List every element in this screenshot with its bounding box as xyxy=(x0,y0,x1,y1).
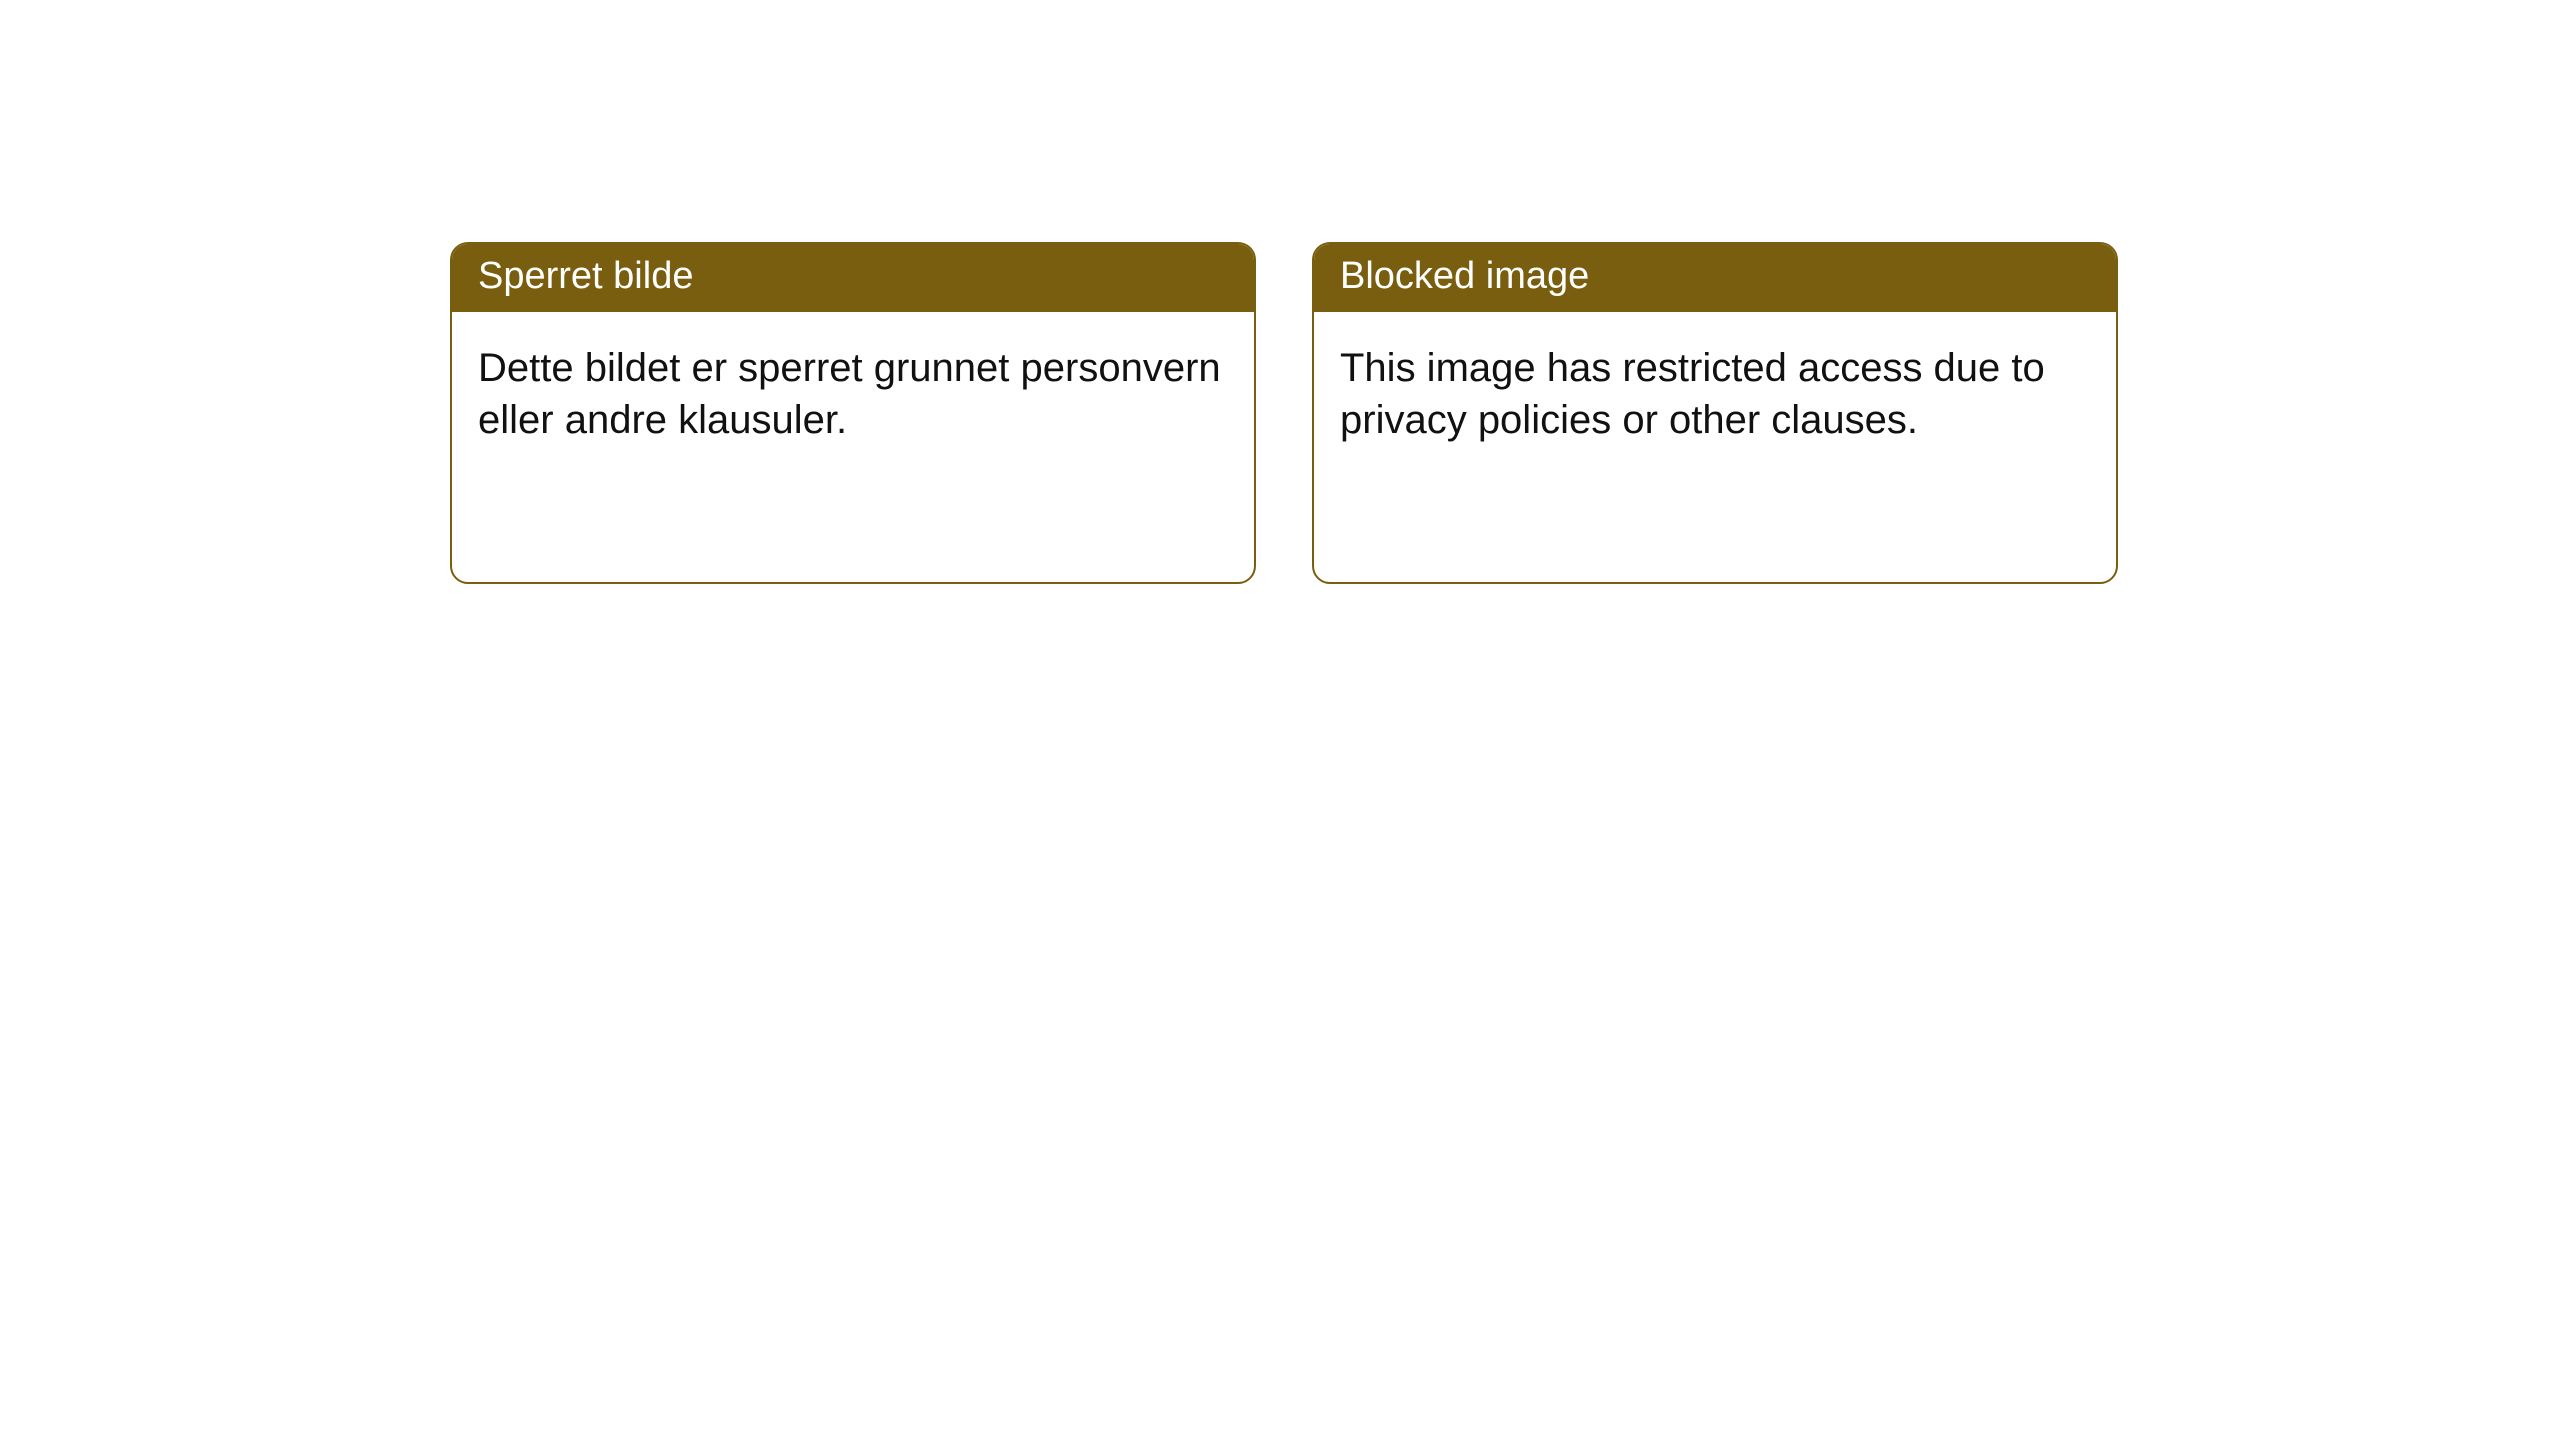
notice-body-text: This image has restricted access due to … xyxy=(1340,346,2045,443)
notice-title: Blocked image xyxy=(1340,255,1589,297)
notice-card-english: Blocked image This image has restricted … xyxy=(1312,242,2118,584)
notice-container: Sperret bilde Dette bildet er sperret gr… xyxy=(0,0,2560,584)
notice-body: Dette bildet er sperret grunnet personve… xyxy=(452,312,1254,582)
notice-header: Sperret bilde xyxy=(452,244,1254,312)
notice-header: Blocked image xyxy=(1314,244,2116,312)
notice-body: This image has restricted access due to … xyxy=(1314,312,2116,582)
notice-title: Sperret bilde xyxy=(478,255,693,297)
notice-body-text: Dette bildet er sperret grunnet personve… xyxy=(478,346,1221,443)
notice-card-norwegian: Sperret bilde Dette bildet er sperret gr… xyxy=(450,242,1256,584)
